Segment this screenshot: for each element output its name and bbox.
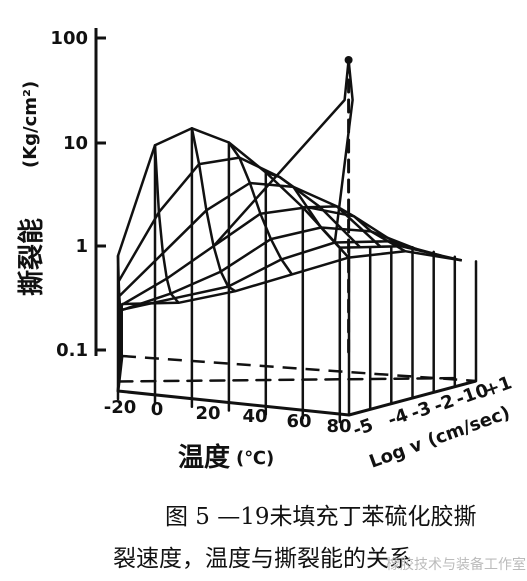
iso-rate-curve <box>121 240 442 312</box>
x-tick-label: 20 <box>195 403 220 424</box>
x-tick-label: 0 <box>151 399 164 420</box>
x-tick-labels: -20 0 20 40 60 80 <box>104 397 352 437</box>
z-tick-marks <box>96 36 106 352</box>
z-axis-unit: (Kg/cm²) <box>20 81 41 168</box>
x-tick-label: 60 <box>286 411 311 432</box>
floor-back-edge <box>121 354 477 383</box>
z-tick-label: 0.1 <box>56 340 88 361</box>
y-tick-label: -4 <box>385 405 411 432</box>
watermark-text: 橡胶技术与装备工作室 <box>386 556 526 573</box>
surface-mesh <box>116 56 478 424</box>
isotherm-curve <box>116 255 124 312</box>
x-tick-label: 40 <box>242 406 267 427</box>
x-tick-label: -20 <box>104 397 137 418</box>
iso-rate-curve <box>120 226 422 312</box>
x-axis-title: 温度 <box>178 442 230 473</box>
figure-caption-line2: 裂速度，温度与撕裂能的关系 <box>113 546 412 572</box>
y-tick-label: -3 <box>408 398 434 425</box>
floor-diagonal-line <box>117 376 464 383</box>
y-tick-label: -5 <box>350 415 376 442</box>
z-tick-label: 1 <box>75 236 88 257</box>
z-tick-label: 100 <box>50 28 88 49</box>
x-tick-label: 80 <box>326 416 351 437</box>
y-tick-label: -2 <box>431 391 457 418</box>
z-tick-label: 10 <box>63 133 88 154</box>
x-axis-unit: (℃) <box>236 448 274 469</box>
isotherm-curve <box>227 141 293 276</box>
iso-rate-curve <box>117 156 361 282</box>
iso-rate-curve <box>118 181 382 297</box>
z-axis-title: 撕裂能 <box>16 218 47 296</box>
y-axis-title: Log v <box>367 434 426 473</box>
iso-rate-curve <box>119 205 402 307</box>
y-tick-label: +1 <box>482 372 515 401</box>
iso-rate-curve <box>121 249 463 306</box>
figure-caption-line1: 图 5 —19未填充丁苯硫化胶撕 <box>165 504 477 530</box>
